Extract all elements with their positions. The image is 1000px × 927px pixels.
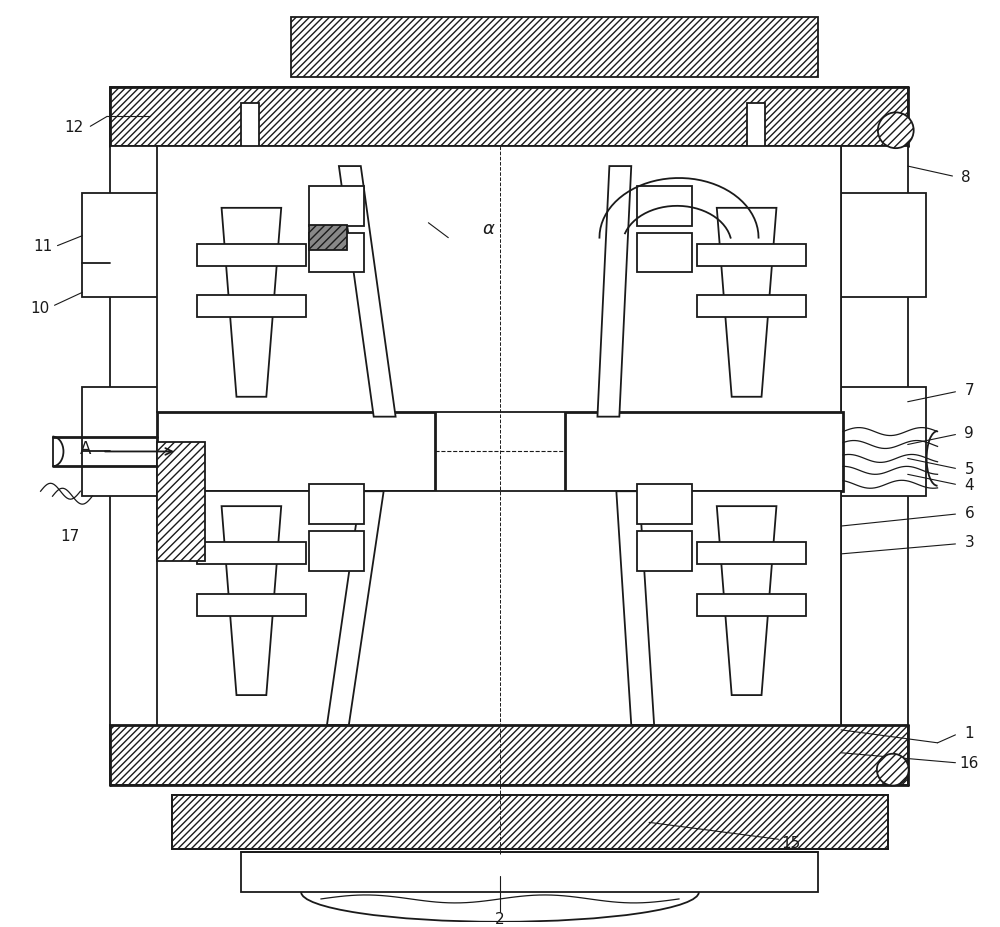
Text: 2: 2 xyxy=(495,911,505,926)
Bar xyxy=(110,147,167,725)
Bar xyxy=(157,147,841,413)
Text: 7: 7 xyxy=(965,383,974,398)
Circle shape xyxy=(877,754,909,786)
Bar xyxy=(82,387,167,497)
Bar xyxy=(309,186,364,226)
Bar xyxy=(82,194,167,298)
Text: 5: 5 xyxy=(965,462,974,476)
Bar xyxy=(309,225,347,250)
Bar xyxy=(157,413,435,491)
Bar xyxy=(197,594,306,616)
Polygon shape xyxy=(222,506,281,695)
Text: 11: 11 xyxy=(33,239,52,254)
Text: 3: 3 xyxy=(964,535,974,550)
Bar xyxy=(197,296,306,318)
Bar xyxy=(157,442,205,561)
Text: 9: 9 xyxy=(964,425,974,440)
Bar xyxy=(197,245,306,266)
Bar xyxy=(841,194,926,298)
Text: 6: 6 xyxy=(964,505,974,520)
Bar xyxy=(157,491,841,725)
Bar xyxy=(241,852,818,892)
Bar xyxy=(309,234,364,273)
Circle shape xyxy=(878,113,914,149)
Polygon shape xyxy=(717,209,776,398)
Polygon shape xyxy=(597,167,631,417)
Bar xyxy=(697,542,806,565)
Bar xyxy=(291,18,818,78)
Text: 10: 10 xyxy=(30,300,49,315)
Bar xyxy=(197,542,306,565)
Bar xyxy=(841,147,908,725)
Bar xyxy=(172,794,888,849)
Bar xyxy=(565,413,843,491)
Text: 17: 17 xyxy=(61,529,80,544)
Bar xyxy=(637,234,692,273)
Polygon shape xyxy=(717,506,776,695)
Bar xyxy=(697,594,806,616)
Text: 15: 15 xyxy=(782,835,801,850)
Text: α: α xyxy=(482,220,494,237)
Text: A: A xyxy=(80,440,91,458)
Bar xyxy=(697,245,806,266)
Bar xyxy=(637,485,692,525)
Polygon shape xyxy=(616,491,654,725)
Polygon shape xyxy=(222,209,281,398)
Bar xyxy=(637,186,692,226)
Bar xyxy=(110,725,908,785)
Text: 12: 12 xyxy=(65,120,84,134)
Text: 1: 1 xyxy=(965,726,974,741)
Bar xyxy=(747,105,765,179)
Bar xyxy=(110,87,908,147)
Bar xyxy=(697,296,806,318)
Text: 16: 16 xyxy=(960,756,979,770)
Text: 8: 8 xyxy=(961,170,970,184)
Text: 4: 4 xyxy=(965,477,974,492)
Bar xyxy=(241,105,259,179)
Bar xyxy=(637,531,692,571)
Polygon shape xyxy=(339,167,396,417)
Polygon shape xyxy=(327,491,384,725)
Bar xyxy=(841,387,926,497)
Bar xyxy=(309,485,364,525)
Bar xyxy=(309,531,364,571)
